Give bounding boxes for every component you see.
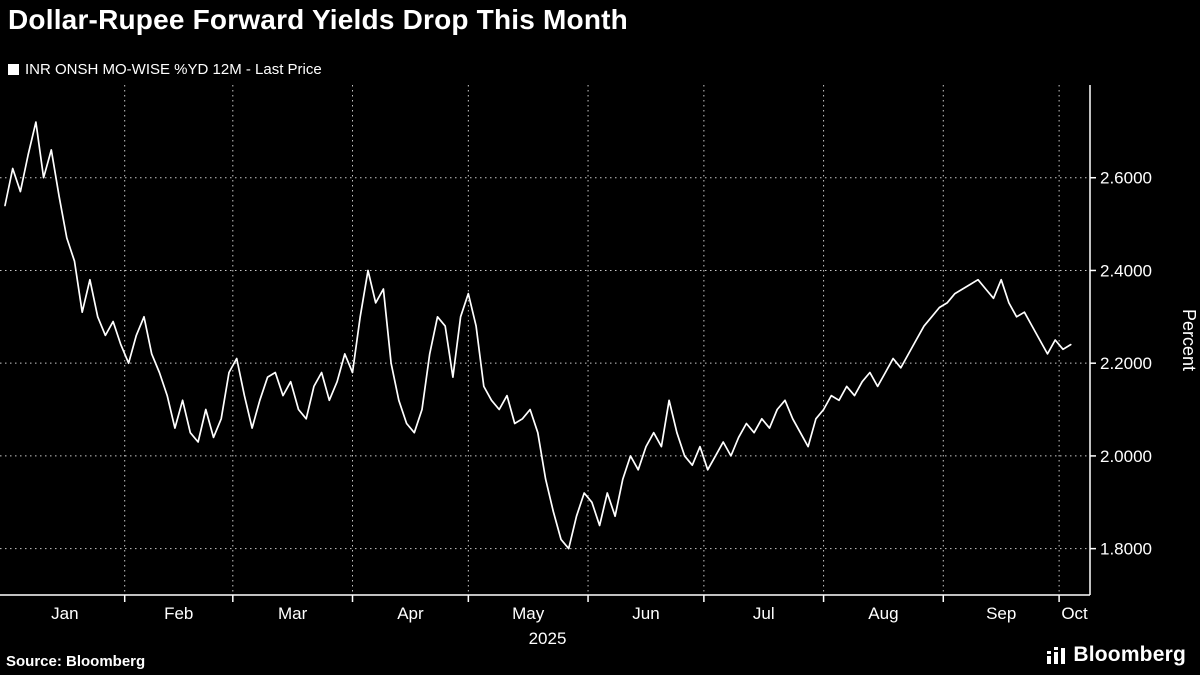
svg-text:Percent: Percent — [1179, 309, 1199, 371]
svg-text:2.0000: 2.0000 — [1100, 447, 1152, 466]
line-chart: 1.8000 2.0000 2.2000 2.4000 2.6000 Jan Feb Mar A… — [0, 85, 1199, 646]
svg-text:May: May — [512, 604, 545, 623]
bloomberg-logo-icon — [1047, 647, 1066, 664]
svg-text:Feb: Feb — [164, 604, 193, 623]
bloomberg-logo-text: Bloomberg — [1073, 643, 1186, 666]
svg-text:Jan: Jan — [51, 604, 78, 623]
svg-text:2.6000: 2.6000 — [1100, 169, 1152, 188]
bloomberg-logo: Bloomberg — [1047, 643, 1186, 667]
svg-text:Sep: Sep — [986, 604, 1016, 623]
svg-text:Jul: Jul — [753, 604, 775, 623]
svg-text:2.4000: 2.4000 — [1100, 261, 1152, 280]
svg-text:Mar: Mar — [278, 604, 308, 623]
svg-text:1.8000: 1.8000 — [1100, 540, 1152, 559]
chart-title: Dollar-Rupee Forward Yields Drop This Mo… — [8, 4, 628, 35]
svg-text:2025: 2025 — [529, 629, 567, 646]
legend-marker-icon — [8, 64, 19, 75]
legend-label: INR ONSH MO-WISE %YD 12M - Last Price — [25, 61, 322, 78]
legend: INR ONSH MO-WISE %YD 12M - Last Price — [8, 61, 322, 78]
svg-text:2.2000: 2.2000 — [1100, 354, 1152, 373]
source-credit: Source: Bloomberg — [6, 653, 146, 670]
svg-text:Apr: Apr — [397, 604, 424, 623]
svg-text:Aug: Aug — [868, 604, 898, 623]
svg-text:Oct: Oct — [1061, 604, 1088, 623]
svg-text:Jun: Jun — [632, 604, 659, 623]
